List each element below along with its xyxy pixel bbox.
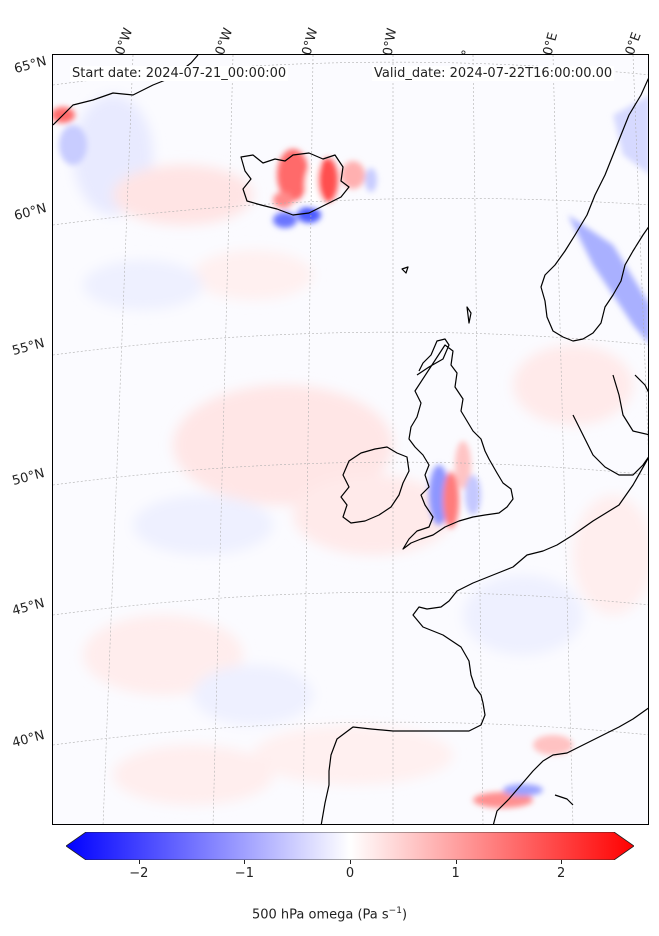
colorbar-label-close: ) [401,907,408,923]
colorbar-tick-label: 0 [345,866,355,881]
colorbar-tick-mark [561,860,563,864]
lat-label-60n: 60°N [12,201,49,224]
colorbar-tick-label: 1 [451,866,460,881]
colorbar-gradient [66,832,634,860]
lat-label-55n: 55°N [10,336,47,359]
colorbar-tick-label: −2 [129,866,149,881]
colorbar-tick-mark [244,860,246,864]
valid-date-label: Valid_date: 2024-07-22T16:00:00.00 [372,66,615,81]
map-panel [52,54,649,825]
lat-label-65n: 65°N [12,54,49,77]
colorbar-tick-mark [455,860,457,864]
colorbar-tick-mark [350,860,351,864]
map-canvas [53,55,648,824]
colorbar-label-main: 500 hPa omega (Pa s [251,907,389,923]
colorbar-tick-label: −1 [234,866,254,881]
colorbar-label: 500 hPa omega (Pa s−1) [0,906,659,922]
omega-strong-features [53,96,648,808]
graticule [53,55,648,824]
colorbar-label-exp: −1 [388,906,402,916]
lat-label-50n: 50°N [10,466,47,489]
lat-label-40n: 40°N [10,728,47,751]
colorbar-tick-mark [138,860,140,864]
coastlines [53,55,648,824]
lat-label-45n: 45°N [10,596,47,619]
omega-field [73,95,648,805]
colorbar-tick-label: 2 [557,866,566,881]
start-date-label: Start date: 2024-07-21_00:00:00 [70,66,289,81]
colorbar [66,832,634,860]
